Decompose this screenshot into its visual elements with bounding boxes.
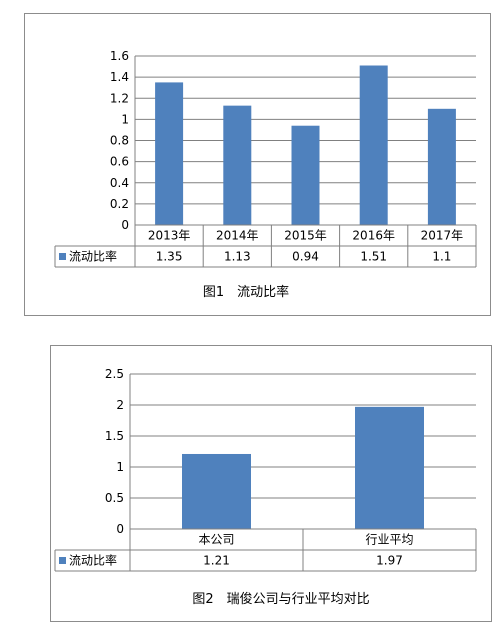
y-tick-label: 1.6 xyxy=(110,49,129,63)
current-ratio-chart: 0 0.2 0.4 0.6 0.8 1 1.2 1.4 1.6 2013年 1.35 2014年 1.1… xyxy=(54,49,477,300)
category-label: 2014年 xyxy=(216,229,259,243)
data-table-value: 1.35 xyxy=(156,250,183,264)
y-tick-label: 1.4 xyxy=(110,70,129,84)
figure-caption: 图2 瑞俊公司与行业平均对比 xyxy=(192,592,369,607)
bar xyxy=(155,82,184,225)
y-tick-label: 0 xyxy=(116,522,124,536)
y-tick-label: 0.8 xyxy=(110,134,129,148)
bar xyxy=(427,108,456,225)
data-table-value: 1.51 xyxy=(360,250,387,264)
y-tick-label: 0.4 xyxy=(110,176,129,190)
bar xyxy=(223,105,252,225)
y-tick-label: 0.2 xyxy=(110,197,129,211)
data-table-value: 1.1 xyxy=(432,250,451,264)
bar xyxy=(182,453,251,529)
category-label: 2016年 xyxy=(352,229,395,243)
y-tick-label: 1 xyxy=(116,460,124,474)
chart-panel-2: 0 0.5 1 1.5 2 2.5 本公司 1.21 行业平均 1.97 流动比率图2 瑞俊公司与行… xyxy=(50,345,492,622)
y-tick-label: 0.6 xyxy=(110,155,129,169)
data-table-value: 0.94 xyxy=(292,250,319,264)
data-table-value: 1.21 xyxy=(203,554,230,568)
y-tick-label: 0 xyxy=(121,218,129,232)
y-tick-label: 1.5 xyxy=(105,429,124,443)
figure-caption: 图1 流动比率 xyxy=(203,284,289,300)
y-tick-label: 0.5 xyxy=(105,491,124,505)
legend-label: 流动比率 xyxy=(69,249,117,264)
data-table-value: 1.13 xyxy=(224,250,251,264)
legend-label: 流动比率 xyxy=(69,553,117,568)
y-tick-label: 1 xyxy=(121,112,129,126)
chart-panel-1: 0 0.2 0.4 0.6 0.8 1 1.2 1.4 1.6 2013年 1.35 2014年 1.1… xyxy=(24,13,491,316)
y-tick-label: 2 xyxy=(116,398,124,412)
legend-key xyxy=(59,557,66,564)
category-label: 行业平均 xyxy=(365,533,413,547)
bar xyxy=(359,65,388,225)
category-label: 2015年 xyxy=(284,229,327,243)
bar xyxy=(355,406,424,529)
data-table-value: 1.97 xyxy=(376,554,403,568)
category-label: 2017年 xyxy=(421,229,464,243)
legend-key xyxy=(59,253,66,260)
category-label: 2013年 xyxy=(148,229,191,243)
y-tick-label: 1.2 xyxy=(110,91,129,105)
y-tick-label: 2.5 xyxy=(105,367,124,381)
category-label: 本公司 xyxy=(198,533,234,547)
bar xyxy=(291,125,320,225)
